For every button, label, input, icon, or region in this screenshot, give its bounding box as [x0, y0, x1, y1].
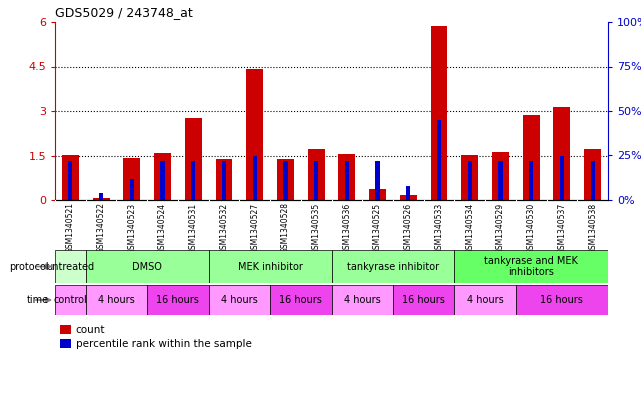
Bar [331, 250, 454, 283]
Bar [393, 285, 454, 315]
Bar [584, 149, 601, 200]
Bar [560, 156, 564, 200]
Bar [68, 161, 72, 200]
Bar [222, 161, 226, 200]
Text: GSM1340538: GSM1340538 [588, 202, 597, 253]
Text: GSM1340537: GSM1340537 [558, 202, 567, 253]
Bar [246, 69, 263, 200]
Text: 4 hours: 4 hours [344, 295, 381, 305]
Bar [345, 161, 349, 200]
Text: GSM1340526: GSM1340526 [404, 202, 413, 253]
Bar [55, 285, 86, 315]
Text: tankyrase inhibitor: tankyrase inhibitor [347, 261, 439, 272]
Bar [529, 161, 533, 200]
Bar [93, 198, 110, 200]
Text: GSM1340535: GSM1340535 [312, 202, 320, 253]
Text: time: time [26, 295, 49, 305]
Bar [270, 285, 331, 315]
Bar [253, 156, 257, 200]
Text: MEK inhibitor: MEK inhibitor [238, 261, 303, 272]
Text: GSM1340530: GSM1340530 [527, 202, 536, 253]
Text: DMSO: DMSO [132, 261, 162, 272]
Text: GSM1340527: GSM1340527 [250, 202, 259, 253]
Text: untreated: untreated [46, 261, 94, 272]
Bar [376, 161, 379, 200]
Bar [454, 250, 608, 283]
Bar [308, 149, 324, 200]
Text: GSM1340536: GSM1340536 [342, 202, 351, 253]
Bar [277, 159, 294, 200]
Bar [123, 158, 140, 200]
Text: GDS5029 / 243748_at: GDS5029 / 243748_at [55, 6, 193, 19]
Bar [462, 155, 478, 200]
Bar [160, 161, 165, 200]
Bar [369, 189, 386, 200]
Text: GSM1340528: GSM1340528 [281, 202, 290, 253]
Bar [553, 107, 570, 200]
Text: GSM1340533: GSM1340533 [435, 202, 444, 253]
Bar [331, 285, 393, 315]
Bar [454, 285, 516, 315]
Text: 4 hours: 4 hours [98, 295, 135, 305]
Text: GSM1340529: GSM1340529 [496, 202, 505, 253]
Bar [400, 195, 417, 200]
Text: 16 hours: 16 hours [540, 295, 583, 305]
Bar [185, 118, 202, 200]
Text: tankyrase and MEK
inhibitors: tankyrase and MEK inhibitors [484, 256, 578, 277]
Bar [191, 161, 196, 200]
Text: protocol: protocol [9, 261, 49, 272]
Text: 4 hours: 4 hours [221, 295, 258, 305]
Bar [498, 161, 503, 200]
Bar [154, 153, 171, 200]
Legend: count, percentile rank within the sample: count, percentile rank within the sample [60, 325, 252, 349]
Text: 16 hours: 16 hours [403, 295, 445, 305]
Bar [283, 161, 288, 200]
Bar [147, 285, 208, 315]
Bar [55, 250, 86, 283]
Bar [406, 186, 410, 200]
Bar [523, 115, 540, 200]
Text: GSM1340534: GSM1340534 [465, 202, 474, 253]
Text: 16 hours: 16 hours [156, 295, 199, 305]
Text: GSM1340525: GSM1340525 [373, 202, 382, 253]
Text: GSM1340531: GSM1340531 [188, 202, 198, 253]
Bar [314, 161, 318, 200]
Text: 16 hours: 16 hours [279, 295, 322, 305]
Text: control: control [53, 295, 87, 305]
Text: GSM1340532: GSM1340532 [219, 202, 228, 253]
Text: 4 hours: 4 hours [467, 295, 503, 305]
Bar [468, 161, 472, 200]
Text: GSM1340521: GSM1340521 [66, 202, 75, 253]
Bar [431, 26, 447, 200]
Bar [99, 193, 103, 200]
Bar [516, 285, 608, 315]
Bar [129, 179, 134, 200]
Bar [215, 159, 233, 200]
Bar [62, 155, 79, 200]
Text: GSM1340522: GSM1340522 [97, 202, 106, 253]
Bar [590, 161, 595, 200]
Bar [437, 120, 441, 200]
Text: GSM1340524: GSM1340524 [158, 202, 167, 253]
Bar [208, 250, 331, 283]
Bar [86, 250, 208, 283]
Bar [338, 154, 355, 200]
Text: GSM1340523: GSM1340523 [128, 202, 137, 253]
Bar [492, 152, 509, 200]
Bar [86, 285, 147, 315]
Bar [208, 285, 270, 315]
